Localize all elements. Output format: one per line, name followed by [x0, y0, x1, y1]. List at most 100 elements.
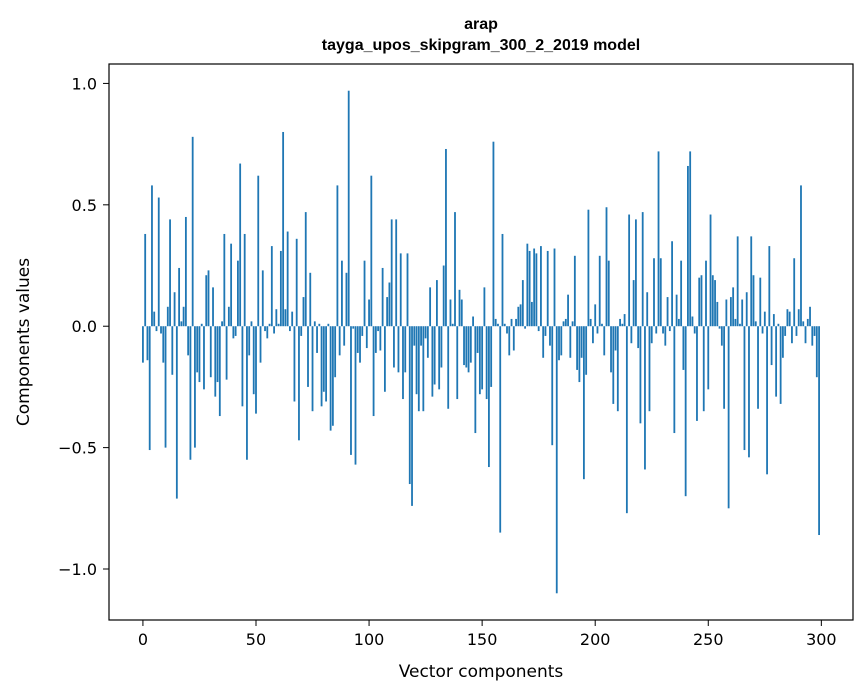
bar-240	[684, 326, 687, 497]
bar-286	[788, 311, 791, 327]
bar-13	[171, 326, 174, 375]
bar-149	[478, 326, 481, 395]
bar-121	[415, 326, 418, 395]
bar-235	[673, 326, 676, 434]
bar-174	[535, 253, 538, 327]
bar-83	[329, 326, 332, 431]
bar-2	[146, 326, 149, 361]
bar-189	[569, 326, 572, 358]
bar-285	[786, 309, 789, 327]
bar-31	[212, 287, 214, 327]
bar-225	[650, 326, 653, 344]
bar-243	[691, 316, 694, 327]
bar-292	[802, 321, 805, 327]
bar-254	[716, 301, 719, 327]
bar-166	[517, 306, 520, 327]
bar-12	[169, 219, 171, 327]
bar-24	[196, 326, 199, 373]
bar-7	[157, 197, 160, 327]
bar-29	[207, 270, 210, 327]
bar-282	[779, 326, 782, 404]
y-axis-label: Components values	[14, 258, 34, 426]
bar-162	[508, 326, 511, 356]
bar-150	[481, 326, 484, 390]
x-tick-label: 200	[580, 630, 611, 649]
bar-80	[322, 326, 325, 392]
bar-222	[644, 326, 646, 470]
y-tick-label: −0.5	[58, 439, 97, 458]
bar-161	[506, 326, 508, 334]
bar-126	[426, 326, 429, 358]
bar-54	[264, 326, 266, 332]
bar-34	[218, 326, 221, 417]
chart-subtitle: tayga_upos_skipgram_300_2_2019 model	[322, 37, 640, 54]
bar-68	[295, 238, 298, 327]
bar-265	[741, 299, 744, 327]
bar-233	[668, 326, 671, 332]
bar-37	[225, 326, 228, 380]
bar-229	[659, 258, 662, 327]
x-tick-label: 150	[467, 630, 498, 649]
bar-137	[451, 323, 454, 327]
bar-168	[521, 280, 524, 327]
bar-295	[809, 306, 811, 327]
bar-249	[705, 260, 707, 327]
bar-289	[795, 326, 798, 336]
bar-9	[162, 326, 165, 363]
bar-169	[524, 326, 526, 329]
bar-146	[472, 316, 474, 327]
bar-196	[585, 326, 588, 375]
bar-206	[607, 260, 610, 327]
bar-270	[752, 275, 755, 327]
bar-271	[754, 321, 757, 327]
bar-191	[573, 255, 576, 327]
bar-277	[768, 246, 771, 327]
bar-230	[662, 326, 664, 334]
bar-85	[334, 326, 337, 378]
bar-133	[442, 265, 445, 327]
bar-299	[818, 326, 820, 536]
bar-56	[268, 323, 271, 327]
bar-63	[284, 309, 287, 327]
bar-46	[246, 326, 248, 460]
bar-262	[734, 318, 737, 327]
bar-291	[800, 185, 802, 327]
bar-87	[338, 326, 341, 356]
bar-236	[675, 294, 678, 327]
bar-78	[318, 323, 321, 327]
bar-123	[420, 326, 422, 346]
bar-97	[361, 326, 364, 336]
bar-241	[687, 165, 689, 327]
bar-252	[711, 275, 714, 327]
bar-98	[363, 260, 366, 327]
bar-182	[553, 248, 556, 327]
bar-187	[564, 318, 567, 327]
bar-237	[677, 318, 680, 327]
bar-22	[191, 136, 194, 327]
bar-207	[610, 326, 612, 373]
bar-16	[178, 267, 181, 327]
bar-92	[350, 326, 352, 455]
bar-294	[806, 318, 809, 327]
bar-62	[282, 131, 285, 327]
bar-26	[200, 323, 203, 327]
bar-281	[777, 323, 780, 327]
bar-183	[555, 326, 558, 594]
bar-298	[815, 326, 818, 378]
bar-199	[592, 326, 594, 344]
bar-238	[680, 260, 683, 327]
bar-211	[619, 318, 621, 327]
bar-188	[567, 294, 569, 327]
bar-79	[320, 326, 323, 407]
y-tick-label: 0.0	[72, 317, 97, 336]
bar-109	[388, 282, 391, 327]
bar-93	[352, 326, 355, 329]
bar-67	[293, 326, 296, 402]
bar-60	[277, 323, 280, 327]
bar-164	[512, 326, 515, 351]
bar-89	[343, 326, 346, 346]
bar-0	[142, 326, 144, 363]
bar-264	[739, 323, 741, 327]
bar-81	[325, 326, 327, 402]
bar-15	[175, 326, 178, 499]
